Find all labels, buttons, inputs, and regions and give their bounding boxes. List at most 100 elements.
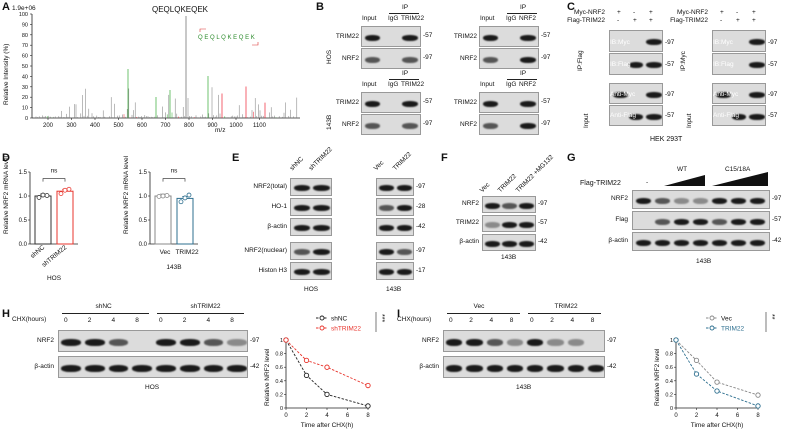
panel-label-a: A [2,1,10,13]
row-nrf2: NRF2 [342,55,359,62]
time-label: 4 [489,317,494,324]
time-label: 2 [87,317,92,324]
143b-blot-row3-band [379,249,394,255]
f-blot-row1-band [519,221,534,228]
mw: -42 [538,238,548,245]
col-label: shTRIM22 [307,145,334,173]
panel-label-b: B [316,1,324,13]
ms-xtick-label: 1100 [253,123,267,129]
143b-blot-row4-band [397,269,412,275]
h-blot-row0-band [61,339,81,346]
col-label: TRIM22 [496,172,518,195]
i-blot-row0-band [466,339,483,346]
ms-ytick-label: 20 [22,95,28,101]
time-label: 8 [590,317,595,324]
data-point [186,192,192,198]
143b-blot-row1-band [397,205,412,211]
mw: -97 [538,200,548,207]
g-blot-row0-band [636,197,651,204]
cell-label: HOS [326,49,333,64]
f-blot-row1-band [485,221,500,228]
ip-myc-ib-myc-blot-band [749,39,765,45]
ms-xtick-label: 300 [66,123,77,129]
bar-shtrim22 [56,190,74,245]
g-blot-row0 [632,190,770,209]
143b-blot-row3 [376,242,414,260]
bar-trim22 [176,197,194,245]
f-blot-row1-band [502,221,517,228]
i-blot-row0 [443,330,605,352]
group-underline [157,313,244,314]
nrf2-decay-chart-hos: 0 0.2 0.4 0.6 0.8 1 0 2 4 6 8 Time after CHX(h) Rela… [264,312,385,429]
row-trim22: TRIM22 [335,33,359,40]
cell-label: 143B [501,254,517,261]
data-point [58,191,64,196]
series-point-shnc [324,391,330,398]
panel-label-g: G [567,152,576,164]
hos-blot-row1-band [313,205,330,211]
g-blot-row1-band [674,218,689,225]
group-underline [62,313,149,314]
series-point-trim22 [673,337,679,343]
x-tick-label: 6 [346,413,350,419]
sign: + [649,17,653,24]
col-ip-target: TRIM22 [401,15,425,22]
series-point-trim22 [693,371,700,377]
ms-peptide: QEQLQKEQEK [152,5,209,14]
ip-myc-input-flag-blot-band [732,113,746,120]
i-blot-row1-band [466,365,483,372]
hos-blot-row4-band [294,269,310,275]
143b-ip-trim22-trim22-blot-band [365,100,380,107]
143b-blot-row1-band [379,205,394,211]
ms-xtick-label: 700 [160,123,171,129]
chx-label: CHX(hours) [12,316,47,323]
143b-ip-nrf2-nrf2-blot [479,114,539,135]
series-line-trim22 [675,339,759,407]
col-input: Input [362,15,377,22]
legend-marker [319,315,325,321]
mw: -97 [768,39,778,46]
col-input: Input [480,15,495,22]
hos-blot-row1-band [294,205,310,211]
ip-label: IP [402,4,409,11]
input-side-label: Input [583,113,590,128]
cell-label-hos: HOS [304,286,319,293]
sign: + [752,17,756,24]
mw: -97 [416,247,426,254]
hos-ip-trim22-trim22-blot-band [365,34,380,41]
col-label: TRIM22 [391,150,413,173]
sign: + [617,9,621,16]
h-blot-row1-band [108,365,129,372]
panel-label-h: H [2,308,10,320]
time-label: 8 [230,317,234,324]
series-point-vec [755,392,761,398]
cell-label-hek293t: HEK 293T [650,136,683,143]
hos-ip-nrf2-nrf2-blot-band [483,56,498,63]
g-blot-row1-band [655,218,670,225]
row-label: β-actin [459,238,479,245]
no-transfection: - [646,179,649,186]
hos-blot-row0 [290,178,332,196]
h-blot-row1-band [156,365,176,372]
143b-blot-row4 [376,262,414,280]
hos-ip-nrf2-trim22-blot-band [483,34,498,41]
cell-label: HOS [145,384,160,391]
x-tick-label: 0 [284,413,288,419]
row-label: NRF2 [422,337,439,344]
data-point [164,193,170,198]
h-blot-row0-band [227,339,247,346]
cell-label: 143B [326,114,333,130]
cell-label: 143B [696,258,712,265]
group-label: TRIM22 [554,303,578,310]
ip-myc-input-myc-blot-band [749,91,765,98]
significance-bracket [162,178,186,182]
ip-flag-input-flag-blot [609,105,663,126]
col-input: Input [362,81,377,88]
anti-flag: Anti-Flag [713,112,740,119]
143b-ip-nrf2-nrf2-blot-band [483,122,498,129]
y-tick-label: 1 [670,338,673,344]
g-blot-row2-band [731,239,746,246]
mw: -97 [416,183,426,190]
sign: + [752,9,756,16]
hos-ip-trim22-nrf2-blot [361,48,421,69]
